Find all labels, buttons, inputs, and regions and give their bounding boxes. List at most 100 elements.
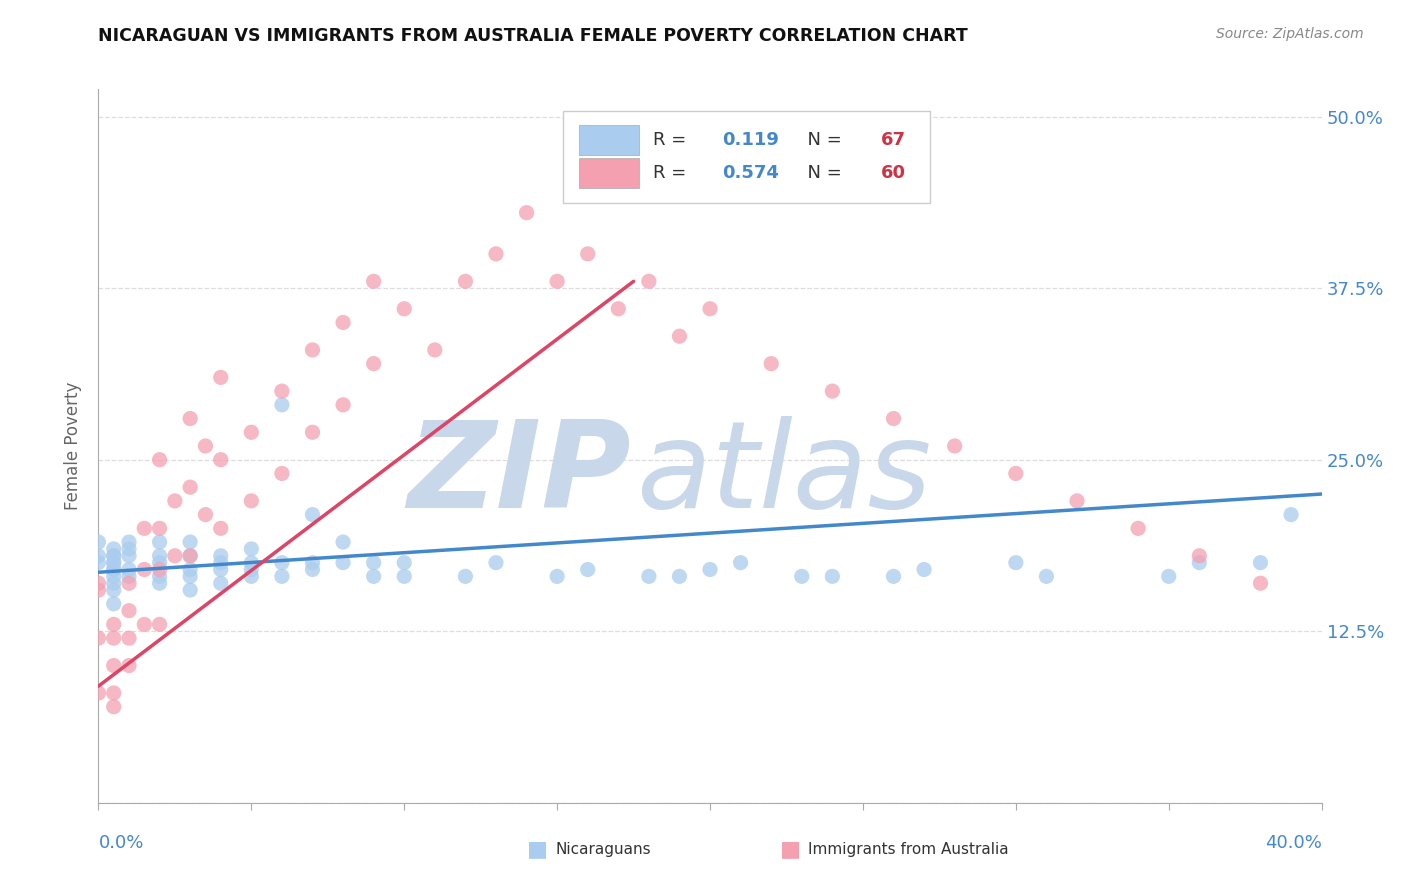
- Point: [759, 357, 782, 371]
- FancyBboxPatch shape: [564, 111, 931, 203]
- Point: [363, 357, 385, 371]
- Text: 60: 60: [882, 164, 907, 182]
- Point: [301, 562, 323, 576]
- Point: [546, 569, 568, 583]
- Point: [1066, 494, 1088, 508]
- Point: [423, 343, 446, 357]
- Text: R =: R =: [652, 131, 692, 149]
- Point: [1004, 556, 1026, 570]
- Point: [149, 535, 172, 549]
- Point: [87, 549, 110, 563]
- Point: [118, 576, 141, 591]
- Point: [118, 569, 141, 583]
- FancyBboxPatch shape: [579, 159, 640, 188]
- Point: [103, 658, 125, 673]
- Point: [1157, 569, 1180, 583]
- Point: [134, 521, 156, 535]
- Point: [240, 425, 263, 440]
- Point: [103, 549, 125, 563]
- Text: Immigrants from Australia: Immigrants from Australia: [808, 842, 1010, 856]
- Point: [209, 562, 232, 576]
- Text: ■: ■: [527, 839, 548, 859]
- Point: [134, 617, 156, 632]
- Point: [270, 384, 292, 398]
- Point: [270, 467, 292, 481]
- Point: [103, 631, 125, 645]
- Point: [149, 556, 172, 570]
- Point: [103, 562, 125, 576]
- Point: [103, 583, 125, 598]
- Point: [363, 556, 385, 570]
- Point: [103, 556, 125, 570]
- Point: [240, 562, 263, 576]
- Text: R =: R =: [652, 164, 692, 182]
- Point: [668, 569, 690, 583]
- Point: [1188, 556, 1211, 570]
- Point: [103, 686, 125, 700]
- Point: [699, 301, 721, 316]
- Point: [103, 699, 125, 714]
- Point: [1035, 569, 1057, 583]
- Point: [179, 535, 201, 549]
- Point: [270, 398, 292, 412]
- Point: [209, 556, 232, 570]
- Point: [103, 541, 125, 556]
- Point: [179, 562, 201, 576]
- Point: [392, 569, 416, 583]
- Point: [134, 562, 156, 576]
- Text: 0.574: 0.574: [723, 164, 779, 182]
- Point: [637, 274, 661, 288]
- Point: [240, 556, 263, 570]
- Point: [149, 521, 172, 535]
- Point: [516, 205, 538, 219]
- Point: [576, 562, 599, 576]
- Point: [240, 541, 263, 556]
- Point: [87, 583, 110, 598]
- Point: [118, 549, 141, 563]
- Point: [301, 508, 323, 522]
- Point: [87, 686, 110, 700]
- Point: [301, 425, 323, 440]
- Point: [149, 562, 172, 576]
- Point: [301, 343, 323, 357]
- Text: atlas: atlas: [637, 416, 932, 533]
- Point: [209, 521, 232, 535]
- Point: [118, 658, 141, 673]
- Point: [149, 617, 172, 632]
- Text: 67: 67: [882, 131, 907, 149]
- Point: [821, 384, 844, 398]
- Point: [118, 604, 141, 618]
- Point: [209, 452, 232, 467]
- Point: [301, 556, 323, 570]
- Point: [209, 549, 232, 563]
- Point: [1279, 508, 1302, 522]
- Point: [179, 569, 201, 583]
- Point: [209, 576, 232, 591]
- Point: [103, 576, 125, 591]
- Point: [576, 247, 599, 261]
- Point: [87, 535, 110, 549]
- Point: [179, 480, 201, 494]
- Point: [103, 569, 125, 583]
- Point: [149, 549, 172, 563]
- Point: [1249, 556, 1271, 570]
- Point: [637, 569, 661, 583]
- Point: [163, 549, 186, 563]
- Point: [883, 569, 905, 583]
- Point: [607, 301, 630, 316]
- Point: [699, 562, 721, 576]
- Point: [1128, 521, 1150, 535]
- Text: ZIP: ZIP: [406, 416, 630, 533]
- Text: 40.0%: 40.0%: [1265, 834, 1322, 852]
- Point: [87, 576, 110, 591]
- Point: [87, 556, 110, 570]
- Point: [209, 370, 232, 384]
- Point: [149, 576, 172, 591]
- Point: [103, 597, 125, 611]
- Text: N =: N =: [796, 164, 848, 182]
- Point: [240, 494, 263, 508]
- Point: [103, 549, 125, 563]
- Text: NICARAGUAN VS IMMIGRANTS FROM AUSTRALIA FEMALE POVERTY CORRELATION CHART: NICARAGUAN VS IMMIGRANTS FROM AUSTRALIA …: [98, 27, 969, 45]
- Point: [1188, 549, 1211, 563]
- Point: [179, 549, 201, 563]
